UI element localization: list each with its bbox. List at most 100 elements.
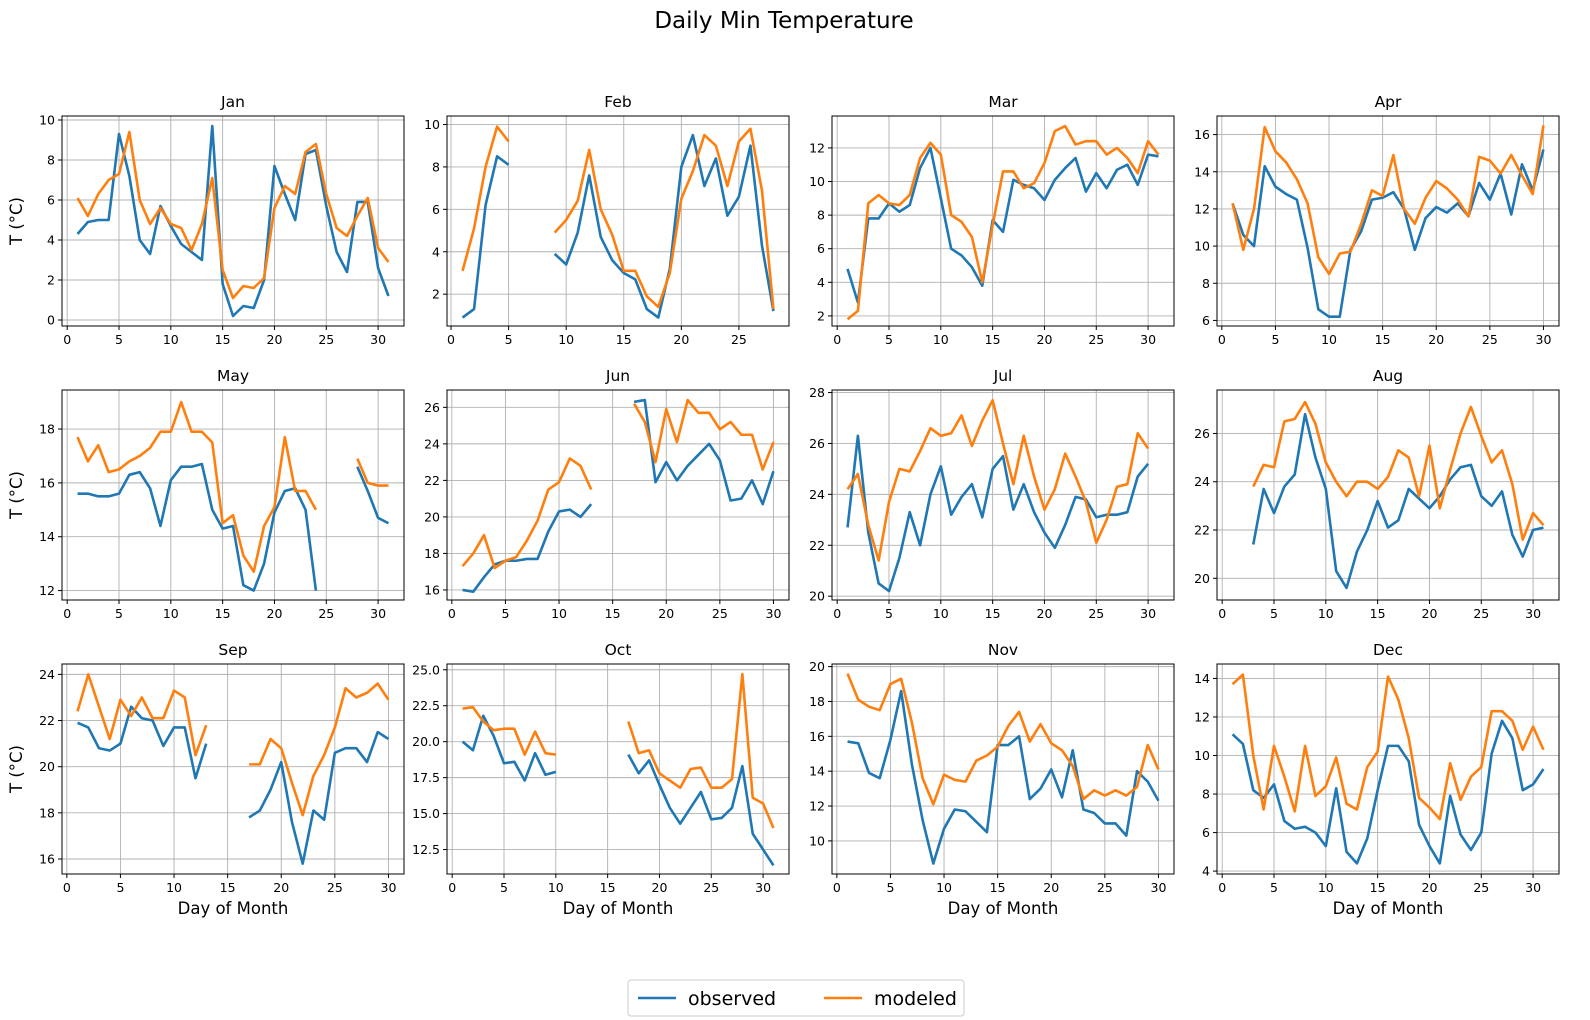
y-tick-label: 10 [39,113,55,128]
x-axis-label: Day of Month [563,899,674,918]
x-tick-label: 5 [115,332,123,347]
x-tick-label: 10 [936,880,952,895]
axes-frame [1216,663,1560,875]
y-axis-label: T (°C) [7,745,26,794]
x-tick-label: 15 [985,606,1001,621]
x-tick-label: 30 [755,880,771,895]
y-tick-label: 10 [1194,239,1210,254]
axes-frame [1216,115,1560,327]
x-tick-label: 30 [1525,880,1541,895]
y-tick-label: 8 [1202,787,1210,802]
x-tick-label: 5 [1270,880,1278,895]
y-tick-label: 10 [809,174,825,189]
panel-may: 0 5 10 15 20 25 30 12 14 16 18 May T (°C) [7,367,405,621]
y-tick-label: 6 [47,193,55,208]
axes-frame [831,115,1175,327]
axes-frame [831,389,1175,601]
x-axis-label: Day of Month [948,899,1059,918]
x-axis-label: Day of Month [1333,899,1444,918]
x-tick-label: 10 [163,332,179,347]
y-tick-label: 20 [39,759,55,774]
chart-title: Daily Min Temperature [654,8,913,34]
x-tick-label: 5 [501,606,509,621]
series-line-modeled [461,398,775,570]
x-tick-label: 10 [1321,332,1337,347]
y-tick-label: 8 [47,153,55,168]
y-tick-label: 24 [809,487,825,502]
x-tick-label: 0 [1218,880,1226,895]
y-tick-label: 18 [39,805,55,820]
x-tick-label: 10 [933,606,949,621]
x-tick-label: 20 [658,606,674,621]
y-tick-label: 6 [817,241,825,256]
x-tick-label: 5 [885,332,893,347]
panel-mar: 0 5 10 15 20 25 30 2 4 6 8 10 12 Mar [809,93,1175,347]
y-tick-label: 20.0 [412,734,440,749]
panel-title: Jun [605,367,630,385]
x-tick-label: 25 [731,332,747,347]
y-tick-label: 20 [809,659,825,674]
axes-frame [446,663,790,875]
panel-dec: 0 5 10 15 20 25 30 4 6 8 10 12 14 Dec Day of Month [1194,641,1560,918]
x-tick-label: 30 [370,606,386,621]
y-tick-label: 26 [1194,426,1210,441]
x-tick-label: 25 [327,880,343,895]
y-axis-label: T (°C) [7,197,26,246]
y-tick-label: 24 [39,667,55,682]
x-tick-label: 5 [885,606,893,621]
x-tick-label: 30 [1536,332,1552,347]
x-tick-label: 20 [673,332,689,347]
axes-frame [446,115,790,327]
y-tick-label: 12.5 [412,842,440,857]
y-tick-label: 4 [47,233,55,248]
y-tick-label: 28 [809,385,825,400]
panel-title: Oct [605,641,632,659]
panel-title: Jul [993,367,1013,385]
axes-frame [1216,389,1560,601]
axes-frame [61,115,405,327]
series-line-modeled [846,398,1150,562]
y-tick-label: 18 [39,422,55,437]
y-tick-label: 10 [1194,748,1210,763]
panel-apr: 0 5 10 15 20 25 30 6 8 10 12 14 16 Apr [1194,93,1560,347]
x-tick-label: 15 [600,880,616,895]
panel-jun: 0 5 10 15 20 25 30 16 18 20 22 24 26 Jun [424,367,790,621]
x-tick-label: 30 [766,606,782,621]
panel-title: Apr [1375,93,1402,111]
x-tick-label: 10 [933,332,949,347]
y-tick-label: 25.0 [412,662,440,677]
y-tick-label: 2 [47,273,55,288]
x-tick-label: 25 [1482,332,1498,347]
y-tick-label: 22 [809,538,825,553]
series-line-observed [76,124,390,318]
y-tick-label: 22 [39,713,55,728]
series-line-observed [846,146,1159,304]
x-tick-label: 10 [1318,606,1334,621]
y-tick-label: 2 [432,287,440,302]
x-tick-label: 20 [1422,880,1438,895]
x-tick-label: 0 [833,332,841,347]
x-tick-label: 0 [447,332,455,347]
y-tick-label: 12 [1194,709,1210,724]
series-line-modeled [462,672,775,829]
y-tick-label: 10 [809,833,825,848]
panel-feb: 0 5 10 15 20 25 2 4 6 8 10 Feb [424,93,790,347]
panel-title: Sep [218,641,247,659]
y-axis-label: T (°C) [7,471,26,520]
x-tick-label: 0 [448,880,456,895]
x-tick-label: 20 [267,332,283,347]
series-line-modeled [846,673,1160,806]
x-tick-label: 30 [1151,880,1167,895]
y-tick-label: 16 [1194,127,1210,142]
x-tick-label: 10 [548,880,564,895]
x-tick-label: 15 [1370,606,1386,621]
x-tick-label: 15 [1370,880,1386,895]
x-tick-label: 15 [215,332,231,347]
x-tick-label: 10 [166,880,182,895]
series-line-modeled [76,673,390,817]
series-line-observed [1231,719,1545,865]
x-tick-label: 5 [1271,332,1279,347]
panel-title: Aug [1373,367,1403,385]
y-tick-label: 16 [39,475,55,490]
panel-sep: 0 5 10 15 20 25 30 16 18 20 22 24 Sep T (°C) Day of Mo… [7,641,405,918]
